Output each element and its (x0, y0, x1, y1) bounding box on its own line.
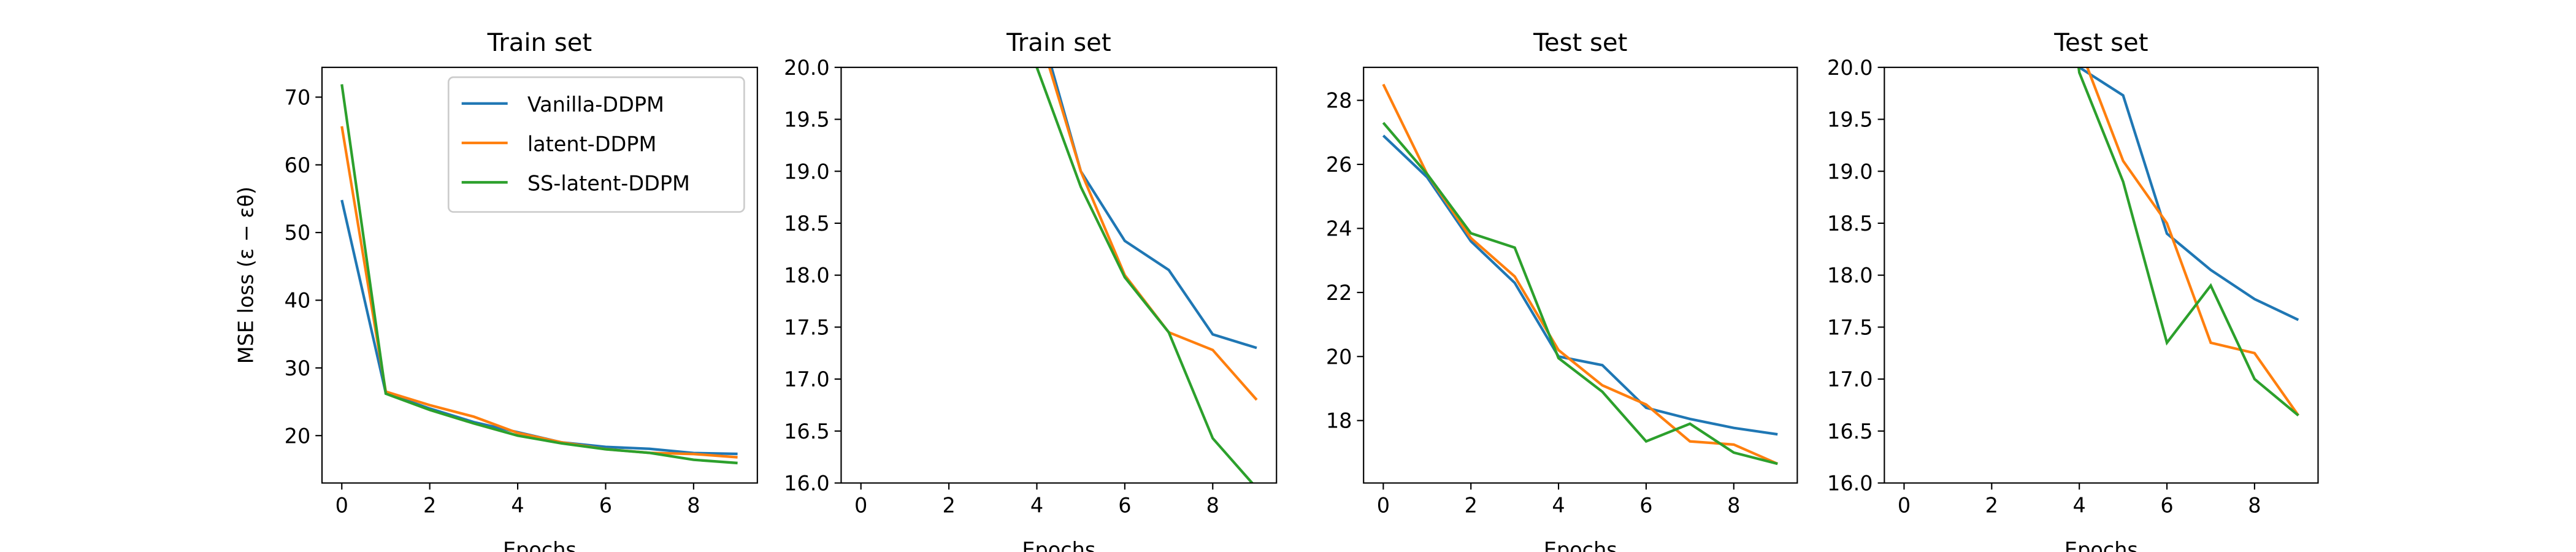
x-tick-label: 6 (599, 494, 612, 518)
legend-label: latent-DDPM (527, 132, 657, 156)
series-line (1050, 67, 1257, 350)
y-tick-label: 20.0 (784, 56, 830, 80)
y-tick-label: 16.0 (1827, 472, 1873, 496)
x-tick-label: 0 (854, 494, 867, 518)
y-tick-label: 17.0 (1827, 367, 1873, 391)
x-tick-label: 0 (335, 494, 348, 518)
y-tick-label: 22 (1326, 281, 1352, 305)
chart-title: Train set (1006, 29, 1111, 57)
series-line (1035, 67, 1254, 483)
x-tick-label: 8 (1727, 494, 1740, 518)
x-tick-label: 6 (1118, 494, 1131, 518)
y-tick-label: 26 (1326, 153, 1352, 177)
y-tick-label: 19.0 (784, 159, 830, 183)
series-line (1382, 134, 1778, 436)
chart-title: Test set (1533, 29, 1627, 57)
plot-area (1035, 67, 1258, 483)
plot-area (2077, 67, 2300, 417)
x-tick-label: 2 (942, 494, 955, 518)
y-tick-label: 20.0 (1827, 56, 1873, 80)
x-tick-label: 8 (1206, 494, 1219, 518)
x-axis-label: Epochs (503, 538, 577, 552)
axes-frame (1884, 66, 2319, 484)
y-tick-label: 28 (1326, 89, 1352, 113)
y-tick-label: 18 (1326, 409, 1352, 433)
y-tick-label: 16.5 (1827, 420, 1873, 443)
series-line (1382, 83, 1779, 466)
plot-area (1382, 83, 1779, 466)
x-tick-label: 4 (511, 494, 524, 518)
y-tick-label: 60 (285, 153, 311, 177)
x-axis-label: Epochs (2064, 538, 2138, 552)
series-line (340, 84, 738, 465)
y-tick-label: 50 (285, 221, 311, 245)
y-tick-label: 17.5 (1827, 315, 1873, 339)
axes-frame (1363, 66, 1798, 484)
x-tick-label: 8 (2248, 494, 2261, 518)
series-line (2077, 67, 2299, 417)
y-tick-label: 30 (285, 356, 311, 380)
y-tick-label: 70 (285, 85, 311, 109)
x-tick-label: 4 (1552, 494, 1565, 518)
plot-area (340, 84, 738, 465)
series-line (2085, 67, 2300, 416)
series-line (2078, 67, 2299, 321)
series-line (1048, 67, 1258, 401)
series-line (340, 126, 738, 459)
axes-frame (840, 66, 1278, 484)
x-tick-label: 6 (2160, 494, 2173, 518)
x-tick-label: 6 (1639, 494, 1652, 518)
legend-label: Vanilla-DDPM (527, 93, 664, 117)
y-tick-label: 20 (1326, 345, 1352, 369)
x-axis-label: Epochs (1022, 538, 1095, 552)
y-axis-label: MSE loss (ε − εθ) (234, 186, 258, 364)
y-tick-label: 16.0 (784, 472, 830, 496)
y-tick-label: 20 (285, 424, 311, 448)
x-tick-label: 8 (687, 494, 700, 518)
x-tick-label: 0 (1377, 494, 1390, 518)
y-tick-label: 18.5 (1827, 212, 1873, 236)
y-tick-label: 18.5 (784, 212, 830, 236)
y-tick-label: 19.5 (784, 108, 830, 132)
x-tick-label: 0 (1898, 494, 1911, 518)
x-tick-label: 2 (423, 494, 436, 518)
x-tick-label: 4 (1030, 494, 1043, 518)
y-tick-label: 19.5 (1827, 108, 1873, 132)
y-tick-label: 17.5 (784, 315, 830, 339)
axes-frame (321, 66, 758, 484)
y-tick-label: 40 (285, 289, 311, 313)
series-line (1382, 121, 1778, 466)
y-tick-label: 18.0 (784, 264, 830, 288)
chart-title: Test set (2053, 29, 2148, 57)
y-tick-label: 17.0 (784, 367, 830, 391)
chart-title: Train set (487, 29, 592, 57)
legend-label: SS-latent-DDPM (527, 172, 690, 196)
y-tick-label: 18.0 (1827, 264, 1873, 288)
legend-box (447, 76, 745, 213)
x-tick-label: 2 (1985, 494, 1998, 518)
x-tick-label: 2 (1465, 494, 1478, 518)
y-tick-label: 19.0 (1827, 159, 1873, 183)
y-tick-label: 24 (1326, 217, 1352, 240)
series-line (340, 199, 738, 456)
y-tick-label: 16.5 (784, 420, 830, 443)
x-tick-label: 4 (2073, 494, 2086, 518)
x-axis-label: Epochs (1544, 538, 1617, 552)
